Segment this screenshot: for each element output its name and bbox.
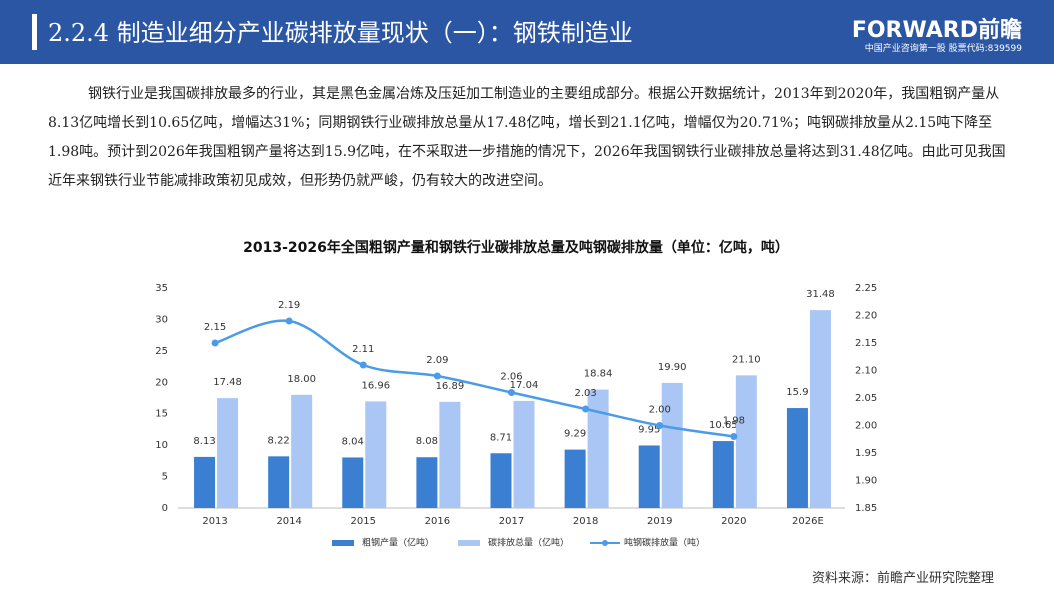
y-tick-label: 15 xyxy=(155,409,168,420)
y-tick-label: 0 xyxy=(162,503,168,514)
legend-swatch xyxy=(332,540,354,546)
y-tick-label: 5 xyxy=(162,472,168,483)
data-label: 8.13 xyxy=(193,436,215,447)
y2-tick-label: 2.10 xyxy=(855,366,877,377)
chart-title: 2013-2026年全国粗钢产量和钢铁行业碳排放总量及吨钢碳排放量（单位：亿吨，… xyxy=(243,239,789,256)
logo: FORWARD前瞻 xyxy=(851,18,1022,43)
paragraph: 钢铁行业是我国碳排放最多的行业，其是黑色金属冶炼及压延加工制造业的主要组成部分。… xyxy=(48,86,1006,189)
data-label: 10.65 xyxy=(709,420,738,431)
bar xyxy=(809,310,831,508)
data-label: 2.06 xyxy=(500,372,522,383)
y2-tick-label: 1.95 xyxy=(855,448,877,459)
line-point xyxy=(433,372,441,380)
bar xyxy=(661,382,683,508)
bar xyxy=(268,456,290,508)
logo-subtitle: 中国产业咨询第一股 股票代码:839599 xyxy=(864,44,1022,54)
line-point xyxy=(730,433,738,440)
y2-tick-label: 2.05 xyxy=(855,393,877,404)
data-label: 31.48 xyxy=(806,289,835,300)
bar xyxy=(490,453,512,508)
x-tick-label: 2018 xyxy=(573,516,598,527)
data-label: 18.00 xyxy=(287,374,316,385)
x-tick-label: 2015 xyxy=(351,516,376,527)
data-label: 17.48 xyxy=(213,377,242,388)
bar xyxy=(194,456,216,508)
data-label: 2.11 xyxy=(352,344,374,355)
x-tick-label: 2014 xyxy=(276,516,301,527)
legend-swatch xyxy=(458,540,480,546)
header-accent xyxy=(32,14,37,50)
data-label: 8.71 xyxy=(490,432,512,443)
y-tick-label: 20 xyxy=(155,377,168,388)
data-label: 2.00 xyxy=(649,405,671,416)
data-label: 9.95 xyxy=(638,424,660,435)
line-point xyxy=(582,405,590,413)
data-label: 16.96 xyxy=(361,380,390,391)
legend-swatch xyxy=(602,540,608,546)
bar xyxy=(564,449,586,508)
bar xyxy=(291,394,313,508)
data-label: 17.04 xyxy=(510,380,539,391)
x-tick-label: 2026E xyxy=(792,516,824,527)
source: 资料来源：前瞻产业研究院整理 xyxy=(811,571,994,586)
data-label: 18.84 xyxy=(584,369,613,380)
bar xyxy=(342,457,364,508)
x-tick-label: 2016 xyxy=(425,516,450,527)
line-point xyxy=(285,317,293,325)
data-label: 15.9 xyxy=(786,387,808,398)
bar xyxy=(439,401,461,508)
legend-label: 碳排放总量（亿吨） xyxy=(488,537,569,549)
y2-tick-label: 2.20 xyxy=(855,311,877,322)
line-point xyxy=(359,361,367,369)
x-tick-label: 2019 xyxy=(647,516,672,527)
header-band xyxy=(0,0,1054,64)
data-label: 2.19 xyxy=(278,300,300,311)
y2-tick-label: 1.90 xyxy=(855,476,877,487)
y2-tick-label: 2.25 xyxy=(855,283,877,294)
data-label: 2.03 xyxy=(574,388,596,399)
data-label: 8.04 xyxy=(342,436,364,447)
line xyxy=(214,319,735,438)
data-label: 19.90 xyxy=(658,362,687,373)
data-label: 2.15 xyxy=(204,322,226,333)
bar xyxy=(365,401,387,508)
data-label: 16.89 xyxy=(436,381,465,392)
y2-tick-label: 2.15 xyxy=(855,338,877,349)
legend-label: 粗钢产量（亿吨） xyxy=(362,537,434,549)
legend-label: 吨钢碳排放量（吨） xyxy=(624,537,705,549)
data-label: 8.08 xyxy=(416,436,438,447)
slide-title: 2.2.4 制造业细分产业碳排放量现状（一）：钢铁制造业 xyxy=(48,19,633,47)
data-label: 8.22 xyxy=(268,435,290,446)
line-point xyxy=(656,422,664,429)
data-label: 1.98 xyxy=(723,416,745,427)
y2-tick-label: 1.85 xyxy=(855,503,877,514)
bar xyxy=(638,445,660,508)
bar xyxy=(786,408,808,508)
y-tick-label: 25 xyxy=(155,346,168,357)
y-tick-label: 35 xyxy=(155,283,168,294)
y-tick-label: 30 xyxy=(155,314,168,325)
data-label: 2.09 xyxy=(426,355,448,366)
y2-tick-label: 2.00 xyxy=(855,421,877,432)
bar xyxy=(217,398,239,508)
y-tick-label: 10 xyxy=(155,440,168,451)
x-tick-label: 2013 xyxy=(202,516,227,527)
bar xyxy=(712,441,734,508)
line-point xyxy=(508,389,515,396)
bar xyxy=(587,389,609,508)
bar xyxy=(735,375,757,508)
bar xyxy=(416,457,438,508)
line-point xyxy=(211,339,219,347)
x-tick-label: 2020 xyxy=(721,516,746,527)
data-label: 21.10 xyxy=(732,354,761,365)
data-label: 9.29 xyxy=(564,429,586,440)
x-tick-label: 2017 xyxy=(499,516,524,527)
bar xyxy=(513,400,535,508)
